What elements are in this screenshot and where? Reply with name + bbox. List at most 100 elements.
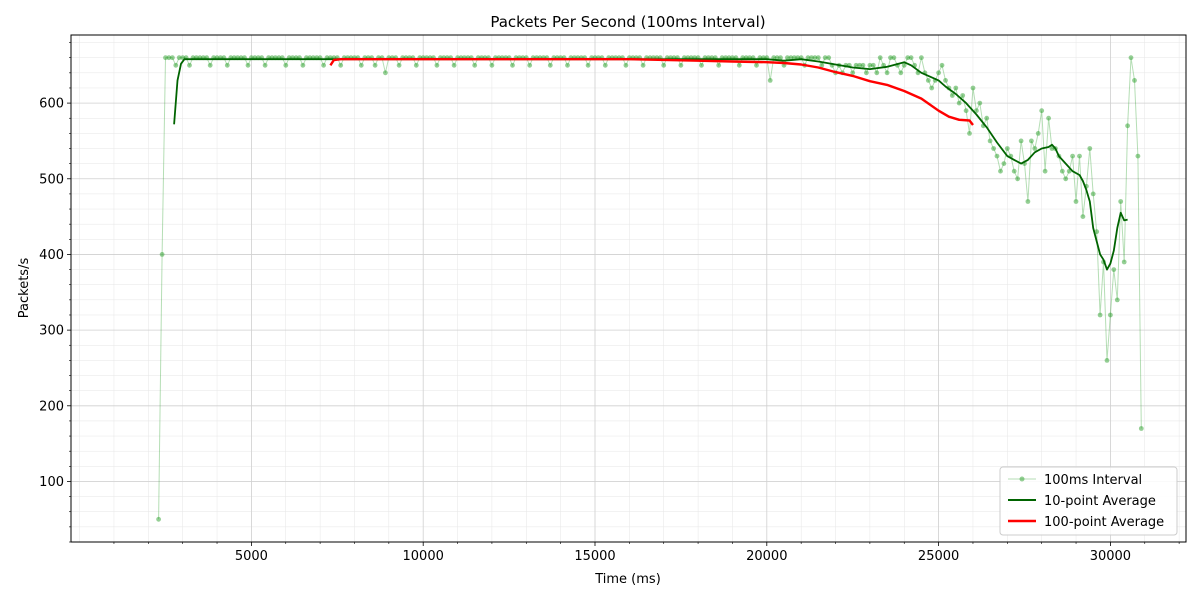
- data-point-100ms-interval: [939, 62, 945, 68]
- data-point-100ms-interval: [1121, 259, 1127, 265]
- data-point-100ms-interval: [888, 55, 893, 61]
- y-tick-label: 600: [39, 97, 64, 112]
- series-layer: [156, 55, 1144, 522]
- data-point-100ms-interval: [396, 62, 402, 68]
- data-point-100ms-interval: [300, 62, 306, 68]
- data-point-100ms-interval: [245, 62, 251, 68]
- data-point-100ms-interval: [1059, 168, 1065, 174]
- data-point-100ms-interval: [877, 55, 883, 61]
- data-point-100ms-interval: [977, 100, 983, 106]
- data-point-100ms-interval: [1132, 78, 1137, 83]
- data-point-100ms-interval: [815, 55, 821, 61]
- legend-marker-100ms: [1019, 476, 1025, 482]
- data-point-100ms-interval: [809, 55, 814, 61]
- data-point-100ms-interval: [1029, 138, 1034, 144]
- data-point-100ms-interval: [527, 62, 533, 68]
- data-point-100ms-interval: [1125, 123, 1130, 129]
- y-axis-label: Packets/s: [17, 258, 32, 319]
- data-point-100ms-interval: [321, 62, 326, 68]
- data-point-100ms-interval: [372, 62, 378, 68]
- data-point-100ms-interval: [853, 62, 859, 68]
- data-point-100ms-interval: [891, 55, 897, 61]
- data-point-100ms-interval: [283, 62, 289, 68]
- data-point-100ms-interval: [699, 62, 704, 68]
- data-point-100ms-interval: [1090, 191, 1096, 197]
- data-point-100ms-interval: [1087, 146, 1093, 151]
- data-point-100ms-interval: [224, 62, 230, 68]
- legend-label-10pt: 10-point Average: [1044, 494, 1156, 509]
- x-tick-label: 5000: [235, 549, 268, 564]
- data-point-100ms-interval: [929, 85, 935, 91]
- y-tick-label: 300: [39, 324, 64, 339]
- data-point-100ms-interval: [967, 131, 972, 136]
- data-point-100ms-interval: [826, 55, 832, 61]
- data-point-100ms-interval: [1135, 153, 1141, 159]
- data-point-100ms-interval: [1073, 199, 1079, 204]
- data-point-100ms-interval: [925, 78, 931, 83]
- data-point-100ms-interval: [991, 146, 996, 151]
- data-point-100ms-interval: [1128, 55, 1134, 61]
- data-point-100ms-interval: [767, 78, 773, 83]
- data-point-100ms-interval: [383, 70, 388, 76]
- data-point-100ms-interval: [970, 85, 976, 91]
- data-point-100ms-interval: [1097, 312, 1103, 318]
- data-point-100ms-interval: [994, 153, 1000, 159]
- data-point-100ms-interval: [1001, 161, 1007, 167]
- data-point-100ms-interval: [908, 55, 914, 61]
- x-tick-label: 15000: [574, 549, 615, 564]
- data-point-100ms-interval: [678, 62, 684, 68]
- x-axis-label: Time (ms): [594, 572, 661, 587]
- data-point-100ms-interval: [187, 62, 192, 68]
- data-point-100ms-interval: [870, 62, 876, 68]
- data-point-100ms-interval: [434, 62, 440, 68]
- data-point-100ms-interval: [987, 138, 993, 144]
- x-tick-label: 25000: [918, 549, 959, 564]
- data-point-100ms-interval: [170, 55, 175, 61]
- data-point-100ms-interval: [1070, 153, 1075, 159]
- data-point-100ms-interval: [949, 93, 955, 98]
- data-point-100ms-interval: [860, 62, 866, 68]
- data-point-100ms-interval: [867, 62, 873, 68]
- data-point-100ms-interval: [850, 70, 856, 76]
- data-point-100ms-interval: [640, 62, 646, 68]
- data-point-100ms-interval: [1104, 358, 1110, 363]
- data-point-100ms-interval: [1094, 229, 1100, 235]
- data-point-100ms-interval: [1042, 168, 1048, 174]
- x-tick-label: 30000: [1090, 549, 1131, 564]
- data-point-100ms-interval: [778, 55, 783, 61]
- legend-label-100ms: 100ms Interval: [1044, 473, 1142, 488]
- series-line-100-point-average: [329, 58, 974, 126]
- data-point-100ms-interval: [338, 62, 344, 68]
- data-point-100ms-interval: [984, 115, 990, 121]
- data-point-100ms-interval: [489, 62, 495, 68]
- data-point-100ms-interval: [785, 55, 790, 61]
- data-point-100ms-interval: [585, 62, 591, 68]
- data-point-100ms-interval: [1011, 168, 1017, 174]
- data-point-100ms-interval: [1080, 214, 1086, 220]
- data-point-100ms-interval: [1138, 426, 1144, 431]
- axis-ticks: 5000 10000 15000 20000 25000 30000 100 200 300 40…: [39, 42, 1180, 564]
- data-point-100ms-interval: [358, 62, 364, 68]
- data-point-100ms-interval: [716, 62, 722, 68]
- data-point-100ms-interval: [602, 62, 608, 68]
- y-tick-label: 200: [39, 399, 64, 414]
- data-point-100ms-interval: [547, 62, 553, 68]
- data-point-100ms-interval: [1015, 176, 1020, 182]
- data-point-100ms-interval: [1004, 146, 1010, 151]
- data-point-100ms-interval: [960, 93, 966, 98]
- data-point-100ms-interval: [173, 62, 179, 68]
- data-point-100ms-interval: [874, 70, 880, 76]
- data-point-100ms-interval: [774, 55, 780, 61]
- data-point-100ms-interval: [510, 62, 515, 68]
- data-point-100ms-interval: [661, 62, 667, 68]
- legend-label-100pt: 100-point Average: [1044, 515, 1164, 530]
- data-point-100ms-interval: [736, 62, 742, 68]
- data-point-100ms-interval: [451, 62, 457, 68]
- data-point-100ms-interval: [207, 62, 213, 68]
- data-point-100ms-interval: [1035, 131, 1041, 136]
- data-point-100ms-interval: [898, 70, 904, 76]
- data-point-100ms-interval: [166, 55, 172, 61]
- data-point-100ms-interval: [901, 62, 907, 68]
- data-point-100ms-interval: [1118, 199, 1124, 204]
